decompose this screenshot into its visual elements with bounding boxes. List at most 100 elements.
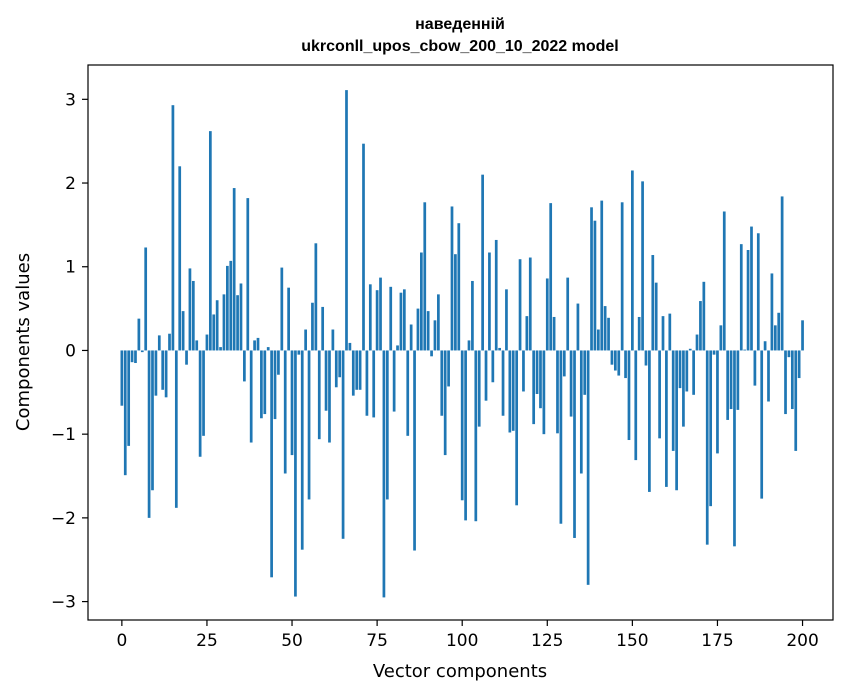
bar-component-18	[181, 311, 185, 351]
bar-component-161	[668, 313, 672, 351]
bar-component-111	[498, 347, 501, 351]
bar-series	[120, 90, 804, 598]
bar-component-54	[304, 329, 307, 351]
y-axis-label: Components values	[13, 253, 34, 431]
x-tick-label: 100	[446, 631, 478, 651]
bar-component-26	[208, 131, 212, 351]
bar-component-17	[178, 166, 182, 351]
bar-component-39	[253, 340, 256, 351]
x-tick-label: 125	[531, 631, 563, 651]
bar-component-183	[743, 349, 747, 351]
bar-component-110	[494, 239, 498, 351]
y-tick-label: 1	[65, 258, 76, 278]
bar-component-53	[300, 350, 304, 550]
bar-component-116	[515, 350, 519, 506]
bar-component-38	[249, 350, 253, 443]
bar-component-179	[729, 350, 733, 410]
bar-component-193	[777, 312, 781, 351]
bar-component-23	[198, 350, 202, 457]
bar-component-112	[501, 350, 505, 416]
bar-component-77	[382, 350, 386, 598]
bar-component-92	[433, 320, 437, 351]
bar-component-130	[562, 350, 566, 377]
bar-component-128	[556, 350, 559, 434]
bar-component-153	[641, 181, 644, 351]
bar-component-150	[631, 170, 634, 351]
x-axis-label: Vector components	[373, 661, 547, 682]
bar-component-31	[226, 265, 229, 351]
bar-component-73	[368, 284, 372, 351]
bar-component-21	[191, 280, 195, 351]
bar-component-199	[797, 350, 801, 379]
bar-component-101	[464, 350, 467, 521]
bar-component-172	[705, 350, 709, 545]
x-tick-label: 25	[196, 631, 218, 651]
bar-component-122	[535, 350, 539, 394]
bar-component-118	[522, 350, 525, 392]
x-axis-ticks: 0 25 50 75 100 125 150 175 200	[116, 620, 819, 651]
bar-component-138	[590, 207, 593, 351]
bar-component-117	[518, 259, 522, 351]
bar-component-198	[794, 350, 798, 451]
chart-title-line1: наведенній	[415, 16, 505, 33]
bar-component-166	[685, 350, 689, 392]
bar-component-76	[379, 277, 382, 351]
bar-component-66	[345, 90, 348, 351]
bar-component-123	[539, 350, 542, 409]
bar-component-91	[430, 350, 433, 357]
bar-component-169	[695, 334, 699, 351]
bar-component-10	[154, 350, 158, 396]
bar-component-151	[634, 350, 638, 461]
bar-component-189	[763, 341, 767, 351]
x-tick-label: 0	[116, 631, 127, 651]
bar-component-137	[586, 350, 590, 585]
bar-component-163	[675, 350, 678, 491]
bar-component-181	[736, 350, 740, 410]
y-tick-label: 3	[65, 90, 76, 110]
bar-component-13	[164, 350, 168, 398]
bar-component-173	[709, 350, 713, 507]
bar-component-148	[624, 350, 627, 379]
bar-component-93	[437, 294, 440, 351]
bar-component-88	[420, 252, 423, 351]
bar-component-156	[651, 255, 655, 351]
bar-component-178	[726, 350, 730, 420]
bar-component-15	[171, 105, 175, 351]
bar-component-98	[454, 254, 457, 351]
bar-component-32	[229, 260, 233, 351]
bar-component-159	[661, 316, 665, 351]
bar-component-56	[311, 302, 314, 351]
bar-component-182	[739, 244, 743, 351]
bar-component-120	[528, 257, 532, 351]
bar-component-152	[637, 316, 641, 351]
bar-component-188	[760, 350, 764, 499]
y-tick-label: −2	[51, 509, 76, 529]
bar-component-170	[699, 301, 702, 351]
bar-component-185	[750, 226, 753, 351]
bar-component-85	[409, 324, 413, 351]
bar-component-61	[328, 350, 331, 443]
bar-component-200	[801, 320, 804, 351]
bar-component-1	[123, 350, 127, 476]
bar-component-165	[682, 350, 685, 427]
bar-component-119	[525, 316, 529, 351]
bar-component-20	[188, 268, 192, 351]
bar-component-33	[232, 188, 236, 351]
bar-component-184	[746, 250, 750, 351]
bar-component-131	[566, 277, 570, 351]
bar-component-187	[756, 233, 760, 351]
bar-component-19	[185, 350, 188, 365]
bar-component-4	[134, 350, 137, 364]
bar-component-68	[351, 350, 355, 396]
bar-component-97	[450, 206, 454, 351]
bar-component-162	[671, 350, 675, 451]
bar-component-109	[491, 350, 495, 383]
bar-component-141	[600, 200, 604, 351]
bar-component-48	[283, 350, 287, 474]
bar-component-177	[722, 211, 726, 351]
bar-component-47	[280, 267, 284, 351]
bar-component-106	[481, 174, 484, 351]
bar-component-43	[266, 347, 270, 351]
plot-frame	[87, 64, 834, 621]
bar-component-136	[583, 350, 587, 395]
